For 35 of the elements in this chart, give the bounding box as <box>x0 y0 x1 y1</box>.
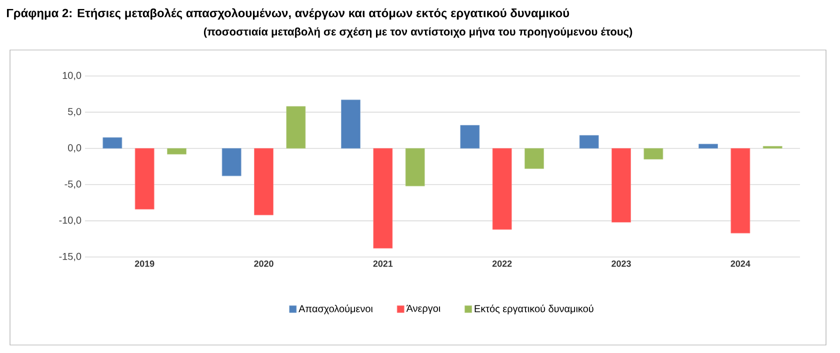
bar <box>405 148 425 186</box>
bar <box>222 148 242 176</box>
x-tick-label: 2020 <box>254 260 274 267</box>
y-tick-label: -15,0 <box>59 252 82 262</box>
y-tick-label: 0,0 <box>68 144 82 153</box>
bar <box>730 148 750 234</box>
chart-title: Γράφημα 2: Ετήσιες μεταβολές απασχολουμένων, ανέργων και ατόμων εκτός εργατικού δυναμικού <box>7 8 570 20</box>
chart-subtitle: (ποσοστιαία μεταβολή σε σχέση με τον αντίστοιχο μήνα του προηγούμενου έτους) <box>204 27 632 38</box>
y-tick-label: 10,0 <box>62 72 82 80</box>
y-tick-label: 5,0 <box>68 108 82 116</box>
bar <box>698 144 718 149</box>
bar <box>612 148 631 222</box>
bar <box>524 148 544 169</box>
bar <box>373 148 393 249</box>
bar <box>492 148 512 230</box>
bar <box>460 125 480 149</box>
x-tick-label: 2022 <box>492 260 512 267</box>
bar <box>254 148 274 216</box>
x-tick-label: 2024 <box>730 260 750 267</box>
bar <box>341 100 360 149</box>
bar <box>644 148 664 160</box>
x-tick-label: 2023 <box>612 260 631 267</box>
y-tick-label: -10,0 <box>59 216 82 225</box>
legend-label: Άνεργοι <box>406 304 440 314</box>
bar <box>762 146 782 149</box>
y-tick-label: -5,0 <box>64 180 82 189</box>
bar <box>167 148 186 154</box>
bar <box>102 137 122 149</box>
bar <box>286 106 306 149</box>
legend-label: Απασχολούμενοι <box>298 304 373 314</box>
bar <box>579 135 599 149</box>
bar <box>134 148 154 210</box>
x-tick-label: 2021 <box>373 260 393 267</box>
legend-label: Εκτός εργατικού δυναμικού <box>474 304 594 314</box>
x-tick-label: 2019 <box>134 260 154 267</box>
